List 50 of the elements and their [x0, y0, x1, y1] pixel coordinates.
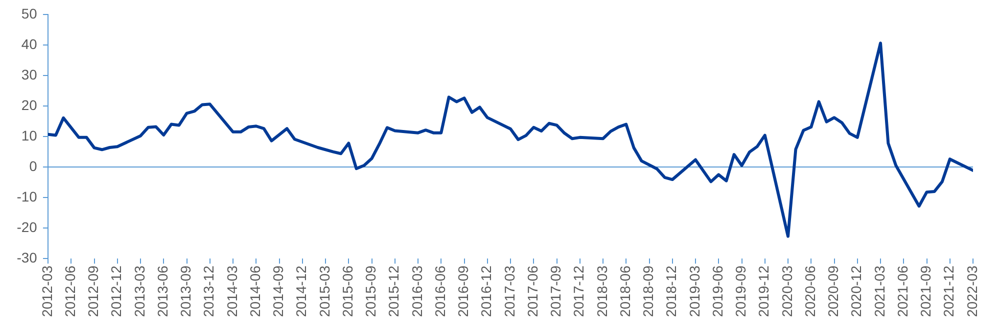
x-tick-label: 2017-12	[570, 265, 587, 318]
y-tick-label: -20	[16, 218, 38, 235]
x-tick-label: 2016-06	[432, 265, 448, 318]
x-tick-label: 2015-03	[316, 265, 332, 318]
x-tick-label: 2014-12	[293, 265, 310, 318]
x-tick-label: 2020-09	[825, 265, 842, 318]
x-tick-label: 2019-06	[709, 265, 726, 318]
x-tick-label: 2014-06	[246, 265, 263, 318]
x-tick-label: 2013-09	[178, 265, 194, 318]
x-tick-label: 2020-12	[848, 265, 864, 318]
x-tick-label: 2016-03	[408, 265, 425, 318]
x-tick-label: 2015-12	[386, 265, 402, 318]
x-tick-label: 2016-12	[478, 265, 494, 318]
x-tick-label: 2014-09	[270, 265, 286, 318]
y-tick-label: 30	[21, 66, 38, 82]
x-tick-label: 2020-06	[802, 265, 818, 318]
x-tick-label: 2018-03	[594, 265, 610, 318]
x-tick-label: 2021-09	[918, 265, 934, 318]
x-tick-label: 2020-03	[778, 265, 795, 318]
y-tick-label: -30	[16, 249, 38, 266]
x-tick-label: 2019-03	[686, 265, 702, 318]
x-tick-label: 2016-09	[455, 265, 472, 318]
x-tick-label: 2015-09	[362, 265, 379, 318]
x-tick-label: 2018-06	[616, 265, 633, 318]
x-tick-label: 2022-03	[964, 265, 980, 318]
x-tick-label: 2021-03	[871, 265, 888, 318]
y-tick-label: 40	[21, 36, 38, 52]
x-tick-label: 2012-09	[85, 265, 102, 318]
x-tick-label: 2017-03	[501, 265, 518, 318]
x-tick-label: 2018-12	[663, 265, 680, 318]
x-tick-label: 2015-06	[339, 265, 356, 318]
x-tick-label: 2019-12	[756, 265, 772, 318]
y-tick-label: 50	[21, 5, 38, 22]
x-tick-label: 2017-06	[524, 265, 540, 318]
y-tick-label: -10	[16, 188, 38, 204]
y-tick-label: 20	[21, 96, 38, 113]
x-tick-label: 2021-06	[894, 265, 910, 318]
x-tick-label: 2013-03	[131, 265, 148, 318]
x-tick-label: 2012-03	[38, 265, 55, 318]
x-tick-label: 2017-09	[548, 265, 564, 318]
x-tick-label: 2012-06	[62, 265, 78, 318]
x-tick-label: 2019-09	[732, 265, 749, 318]
x-tick-label: 2018-09	[640, 265, 656, 318]
x-tick-label: 2021-12	[940, 265, 957, 318]
x-tick-label: 2014-03	[224, 265, 240, 318]
x-tick-label: 2012-12	[108, 265, 124, 318]
y-tick-label: 0	[29, 158, 38, 174]
y-tick-label: 10	[21, 127, 38, 144]
x-tick-label: 2013-12	[200, 265, 217, 318]
x-tick-label: 2013-06	[154, 265, 170, 318]
